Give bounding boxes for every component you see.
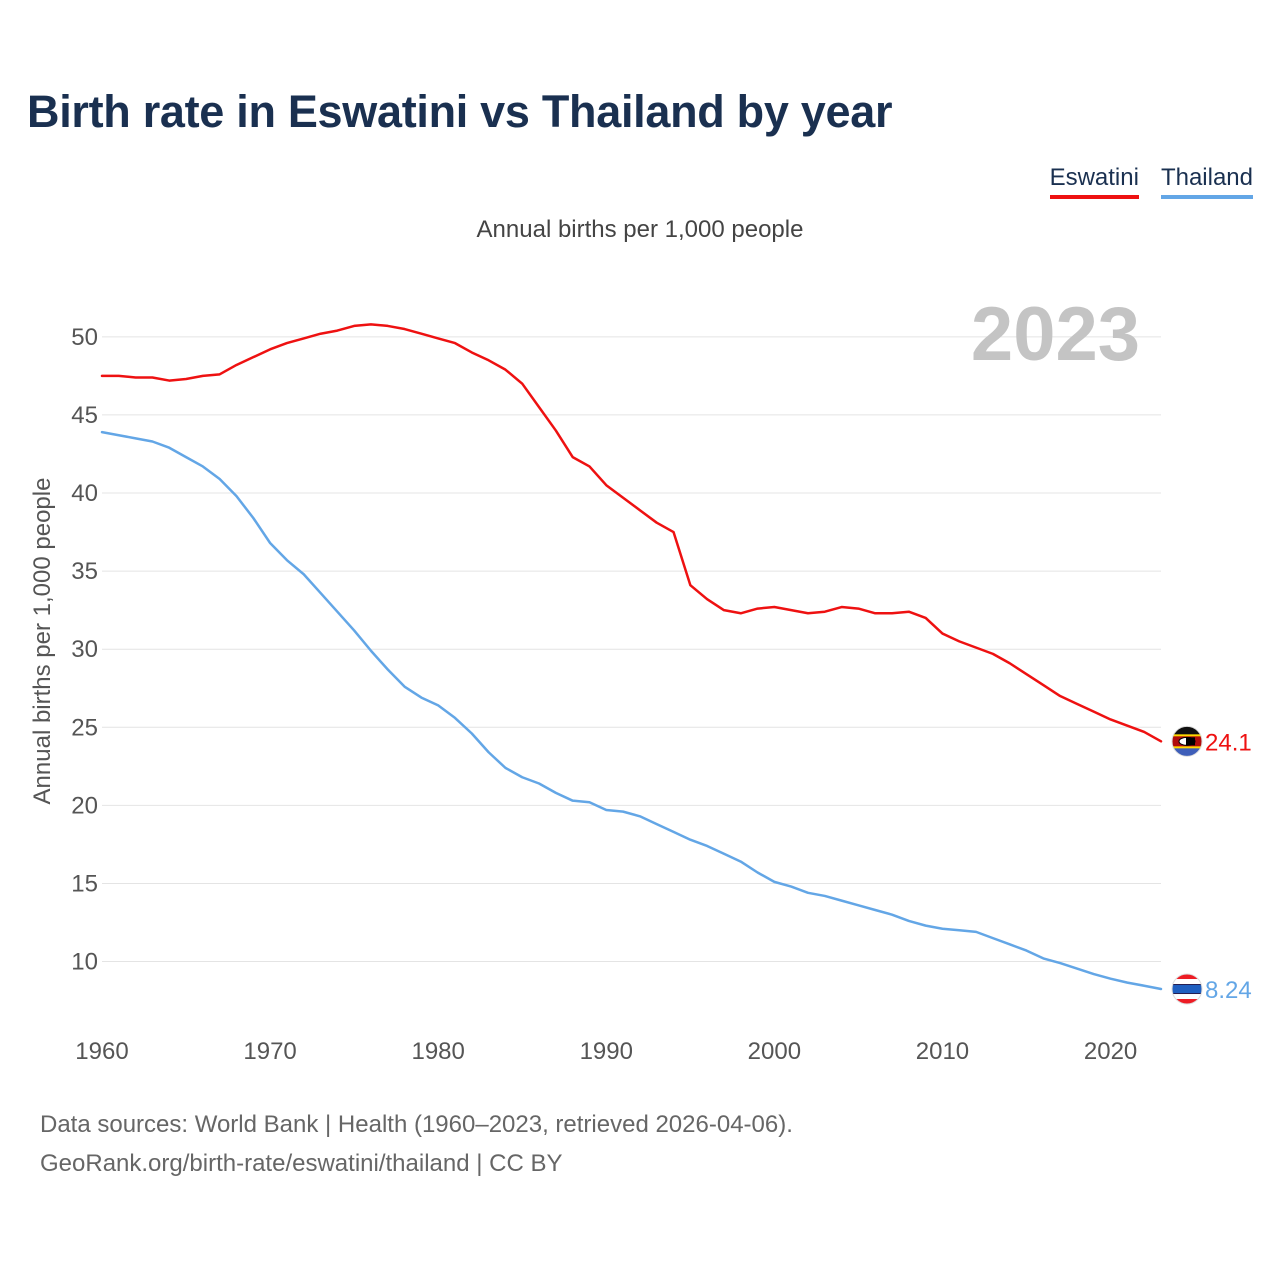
series-line-eswatini [100,323,1163,743]
footer: Data sources: World Bank | Health (1960–… [40,1105,793,1183]
y-tick-label-50: 50 [71,324,98,351]
end-value-label-eswatini: 24.1 [1205,729,1252,756]
end-value-label-thailand: 8.24 [1205,977,1252,1004]
year-label: 2023 [971,292,1140,377]
x-tick-label-2020: 2020 [1084,1038,1137,1065]
end-markers: 24.1 8.24 [1171,725,1252,1005]
y-axis-ticks: 10 15 20 25 30 35 40 45 50 [71,324,98,976]
chart-title: Birth rate in Eswatini vs Thailand by ye… [27,86,893,137]
y-axis-label: Annual births per 1,000 people [29,478,56,805]
y-tick-label-35: 35 [71,558,98,585]
data-sources-text: Data sources: World Bank | Health (1960–… [40,1111,793,1138]
y-tick-label-40: 40 [71,480,98,507]
x-axis-ticks: 1960 1970 1980 1990 2000 2010 2020 [75,1038,1137,1065]
chart-subtitle: Annual births per 1,000 people [476,216,804,243]
x-tick-label-1970: 1970 [243,1038,296,1065]
legend-item-eswatini[interactable]: Eswatini [1049,164,1139,199]
y-tick-label-30: 30 [71,636,98,663]
series-lines [100,323,1163,991]
x-tick-label-1990: 1990 [580,1038,633,1065]
y-tick-label-25: 25 [71,714,98,741]
x-tick-label-2000: 2000 [748,1038,801,1065]
y-tick-label-15: 15 [71,870,98,897]
legend-item-thailand[interactable]: Thailand [1160,164,1253,199]
x-tick-label-2010: 2010 [916,1038,969,1065]
flag-thailand-icon [1171,973,1203,1005]
series-line-thailand [100,430,1163,991]
legend: Eswatini Thailand [1049,164,1253,199]
y-tick-label-20: 20 [71,792,98,819]
gridlines [102,336,1161,963]
x-tick-label-1980: 1980 [411,1038,464,1065]
y-tick-label-10: 10 [71,949,98,976]
y-tick-label-45: 45 [71,402,98,429]
credit-link[interactable]: GeoRank.org/birth-rate/eswatini/thailand… [40,1150,563,1177]
x-tick-label-1960: 1960 [75,1038,128,1065]
flag-eswatini-icon [1171,725,1203,757]
